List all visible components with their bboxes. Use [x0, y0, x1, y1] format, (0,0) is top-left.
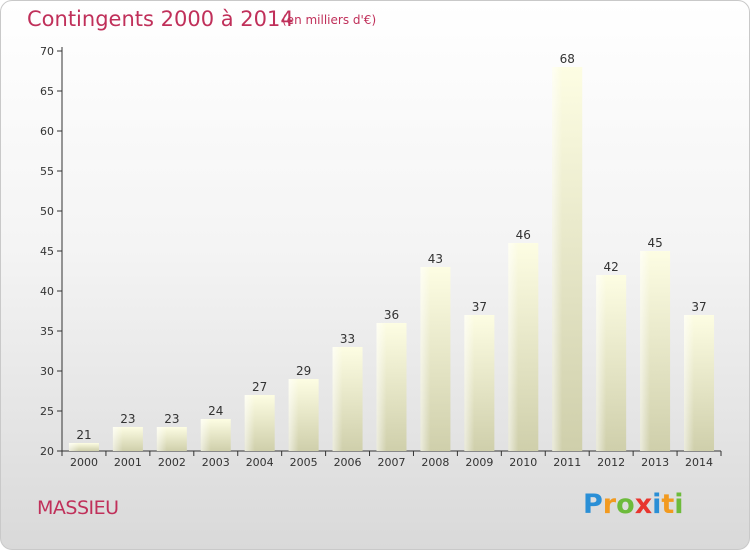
- x-tick-label: 2006: [334, 456, 362, 469]
- bar-highlight: [376, 323, 387, 451]
- x-tick-label: 2003: [202, 456, 230, 469]
- y-tick-label: 25: [40, 405, 54, 418]
- logo-letter: i: [652, 489, 662, 520]
- y-tick-label: 35: [40, 325, 54, 338]
- proxiti-logo[interactable]: Proxiti: [583, 489, 684, 520]
- bar-highlight: [508, 243, 519, 451]
- y-tick-label: 40: [40, 285, 54, 298]
- bar-highlight: [156, 427, 167, 451]
- chart-title: Contingents 2000 à 2014: [27, 7, 294, 31]
- x-tick-label: 2008: [421, 456, 449, 469]
- x-tick-label: 2010: [509, 456, 537, 469]
- data-label: 42: [604, 260, 619, 274]
- data-label: 45: [647, 236, 662, 250]
- bar-highlight: [112, 427, 123, 451]
- data-label: 68: [560, 52, 575, 66]
- y-tick-label: 60: [40, 125, 54, 138]
- y-tick-label: 50: [40, 205, 54, 218]
- data-label: 23: [164, 412, 179, 426]
- x-tick-label: 2004: [246, 456, 274, 469]
- data-label: 27: [252, 380, 267, 394]
- bar-highlight: [640, 251, 651, 451]
- bar-highlight: [244, 395, 255, 451]
- y-tick-label: 20: [40, 445, 54, 458]
- data-label: 23: [120, 412, 135, 426]
- y-tick-label: 30: [40, 365, 54, 378]
- data-label: 37: [472, 300, 487, 314]
- y-tick-label: 65: [40, 85, 54, 98]
- bar-highlight: [684, 315, 695, 451]
- data-label: 33: [340, 332, 355, 346]
- logo-letter: t: [661, 489, 675, 520]
- data-label: 46: [516, 228, 531, 242]
- logo-letter: o: [616, 489, 635, 520]
- data-label: 37: [691, 300, 706, 314]
- y-tick-label: 55: [40, 165, 54, 178]
- place-name: MASSIEU: [37, 497, 119, 519]
- y-tick-label: 70: [40, 45, 54, 58]
- x-tick-label: 2002: [158, 456, 186, 469]
- logo-letter: P: [583, 489, 603, 520]
- bar: [68, 443, 99, 451]
- bar-highlight: [596, 275, 607, 451]
- x-tick-label: 2012: [597, 456, 625, 469]
- x-tick-label: 2007: [378, 456, 406, 469]
- data-label: 21: [76, 428, 91, 442]
- x-tick-label: 2009: [465, 456, 493, 469]
- data-label: 24: [208, 404, 223, 418]
- bar-highlight: [332, 347, 343, 451]
- x-tick-label: 2005: [290, 456, 318, 469]
- logo-letter: i: [674, 489, 684, 520]
- y-tick-label: 45: [40, 245, 54, 258]
- bar-highlight: [200, 419, 211, 451]
- x-tick-label: 2000: [70, 456, 98, 469]
- bar-highlight: [420, 267, 431, 451]
- bar-highlight: [68, 443, 79, 451]
- data-label: 36: [384, 308, 399, 322]
- logo-letter: x: [634, 489, 653, 520]
- bar-highlight: [464, 315, 475, 451]
- data-label: 43: [428, 252, 443, 266]
- data-label: 29: [296, 364, 311, 378]
- x-tick-label: 2011: [553, 456, 581, 469]
- bar-highlight: [288, 379, 299, 451]
- logo-letter: r: [602, 489, 617, 520]
- bar-highlight: [552, 67, 563, 451]
- chart-subtitle: (en milliers d'€): [282, 13, 377, 27]
- x-tick-label: 2001: [114, 456, 142, 469]
- x-tick-label: 2014: [685, 456, 713, 469]
- x-tick-label: 2013: [641, 456, 669, 469]
